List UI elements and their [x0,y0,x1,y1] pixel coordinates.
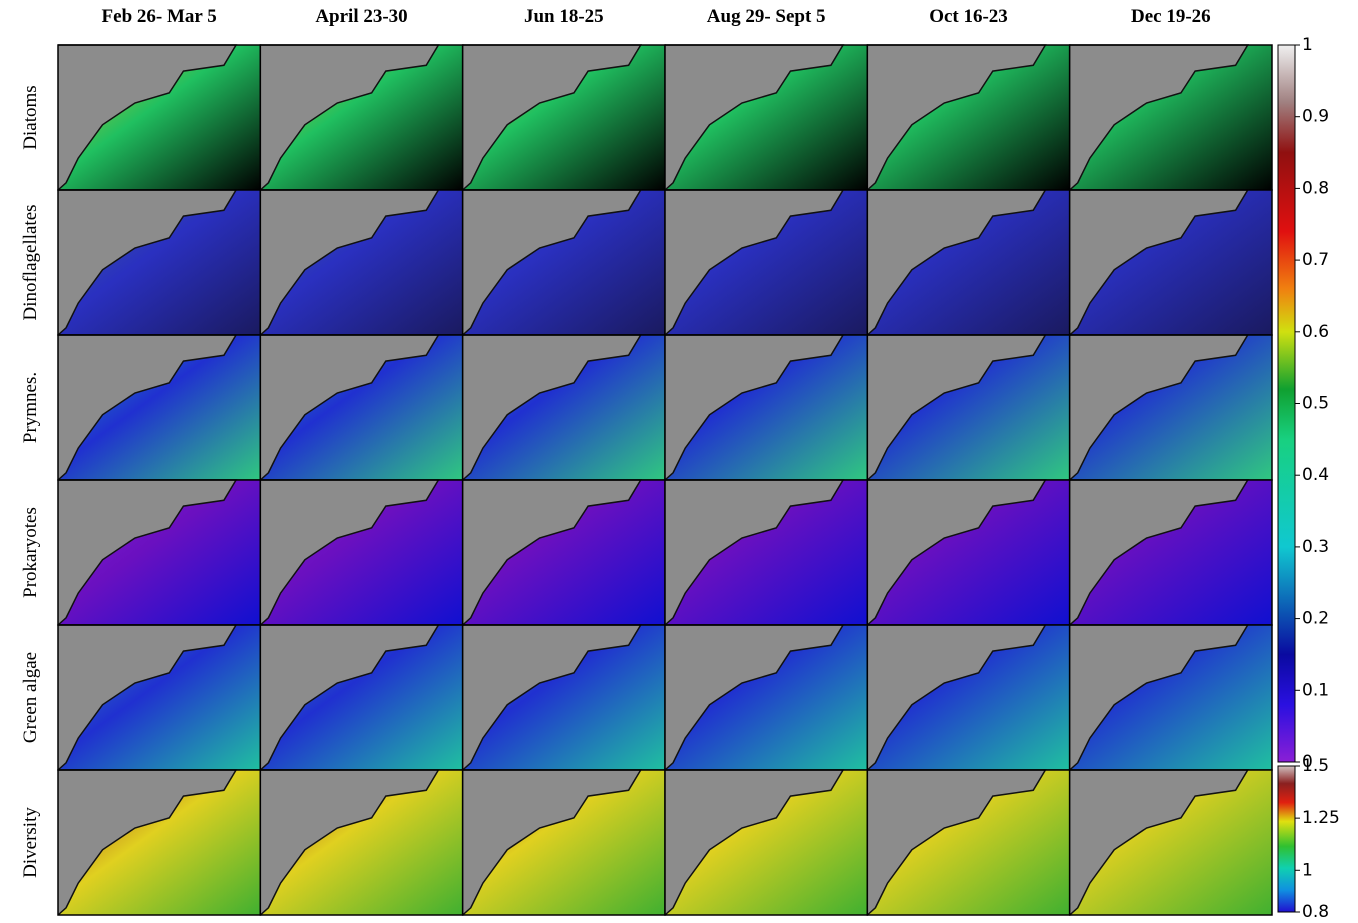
map-panel [867,45,1069,190]
map-panel [867,480,1069,625]
column-header: Jun 18-25 [524,6,604,27]
colorbar-tick-label: 1 [1302,35,1313,55]
map-panel [463,45,665,190]
map-panel [463,335,665,480]
map-panel [665,770,867,915]
map-panel [867,335,1069,480]
column-header: Feb 26- Mar 5 [102,6,217,27]
map-panel [463,480,665,625]
column-header: April 23-30 [315,6,407,27]
map-panel [260,190,462,335]
colorbar-tick-label: 0.3 [1302,537,1329,557]
map-panel [58,335,260,480]
map-panel [1070,45,1272,190]
map-panel [1070,335,1272,480]
map-panel [867,190,1069,335]
colorbar-tick-label: 0.9 [1302,107,1329,127]
row-label: Dinoflagellates [20,204,41,320]
map-panel [58,770,260,915]
column-header: Oct 16-23 [929,6,1008,27]
colorbar-tick-label: 0.8 [1302,902,1329,922]
row-label: Prymnes. [20,372,41,443]
map-panel [463,770,665,915]
map-panel [1070,480,1272,625]
colorbar-tick-label: 1.5 [1302,756,1329,776]
column-header: Dec 19-26 [1131,6,1211,27]
row-label: Diversity [20,807,41,878]
map-panel [58,625,260,770]
map-panel [1070,770,1272,915]
map-panel [665,335,867,480]
colorbar-tick-label: 0.7 [1302,250,1329,270]
colorbar-tick-label: 0.2 [1302,609,1329,629]
colorbar [1278,45,1295,762]
map-panel [1070,190,1272,335]
figure: Feb 26- Mar 5 April 23-30 Jun 18-25 Aug 29-… [0,0,1358,923]
map-panel [463,190,665,335]
map-panel [665,190,867,335]
map-panel [260,480,462,625]
column-header: Aug 29- Sept 5 [707,6,826,27]
map-panel [58,480,260,625]
map-panel [260,45,462,190]
map-panel [260,335,462,480]
colorbar-tick-label: 1.25 [1302,808,1340,828]
map-panel [1070,625,1272,770]
row-label: Green algae [20,652,41,743]
map-panel [665,45,867,190]
row-label: Diatoms [20,85,41,149]
map-panel [867,625,1069,770]
colorbar-tick-label: 0.5 [1302,394,1329,414]
map-panel [867,770,1069,915]
map-panel [58,45,260,190]
map-panel [665,625,867,770]
colorbar [1278,766,1295,912]
map-panel [463,625,665,770]
map-panel [665,480,867,625]
colorbar-tick-label: 1 [1302,860,1313,880]
map-panel [58,190,260,335]
row-label: Prokaryotes [20,507,41,598]
map-panel [260,770,462,915]
colorbar-tick-label: 0.8 [1302,178,1329,198]
colorbar-tick-label: 0.1 [1302,680,1329,700]
colorbar-tick-label: 0.6 [1302,322,1329,342]
colorbar-tick-label: 0.4 [1302,465,1329,485]
map-panel [260,625,462,770]
